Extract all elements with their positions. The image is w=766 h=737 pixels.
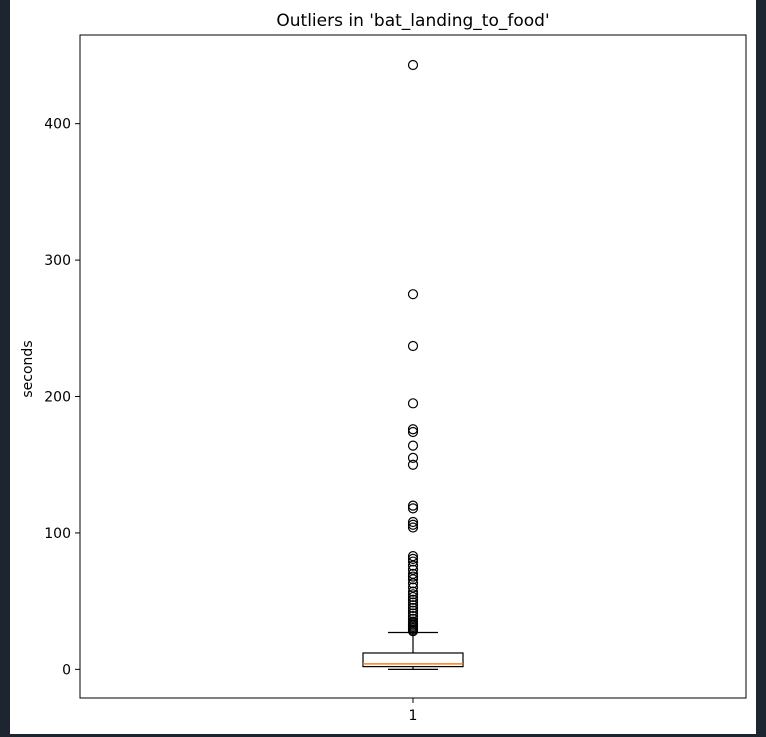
outlier-point [407, 605, 419, 616]
outlier-point [407, 516, 419, 528]
outlier-point [407, 340, 419, 352]
outlier-point [407, 578, 419, 589]
outlier-point [407, 503, 419, 514]
x-axis: 1 [409, 698, 418, 724]
outlier-point [407, 59, 419, 71]
outlier-point [407, 553, 419, 564]
outlier-point [407, 522, 419, 533]
y-tick-label: 400 [44, 117, 71, 133]
y-tick-label: 200 [44, 390, 71, 406]
outlier-point [407, 597, 419, 608]
outlier-point [407, 519, 419, 530]
outlier-point [407, 459, 419, 470]
chart-figure: Outliers in 'bat_landing_to_food' second… [10, 0, 756, 734]
box-plot-chart: Outliers in 'bat_landing_to_food' second… [20, 11, 747, 724]
y-tick-label: 300 [44, 253, 71, 269]
outlier-point [407, 589, 419, 600]
outlier-point [407, 591, 419, 603]
box-plot-group [362, 59, 464, 670]
outlier-point [407, 556, 419, 567]
outlier-point [407, 398, 419, 409]
outlier-point [407, 289, 419, 300]
chart-title: Outliers in 'bat_landing_to_food' [276, 11, 549, 31]
outlier-point [407, 452, 419, 464]
x-tick-label: 1 [409, 708, 418, 724]
outlier-point [407, 594, 419, 605]
y-tick-label: 0 [62, 662, 71, 678]
outlier-point [407, 426, 419, 438]
outlier-point [407, 571, 419, 582]
y-tick-label: 100 [44, 526, 71, 542]
outlier-point [407, 424, 419, 435]
outlier-point [407, 600, 419, 611]
outlier-point [407, 602, 419, 614]
interquartile-box [362, 652, 464, 668]
outlier-point [407, 440, 419, 451]
outlier-point [407, 560, 419, 571]
outlier-point [407, 574, 419, 585]
outlier-point [407, 626, 419, 637]
y-axis-label: seconds [20, 340, 36, 397]
outlier-point [407, 586, 419, 597]
y-axis: 0 100 200 300 400 [44, 117, 80, 678]
outlier-point [407, 500, 419, 511]
